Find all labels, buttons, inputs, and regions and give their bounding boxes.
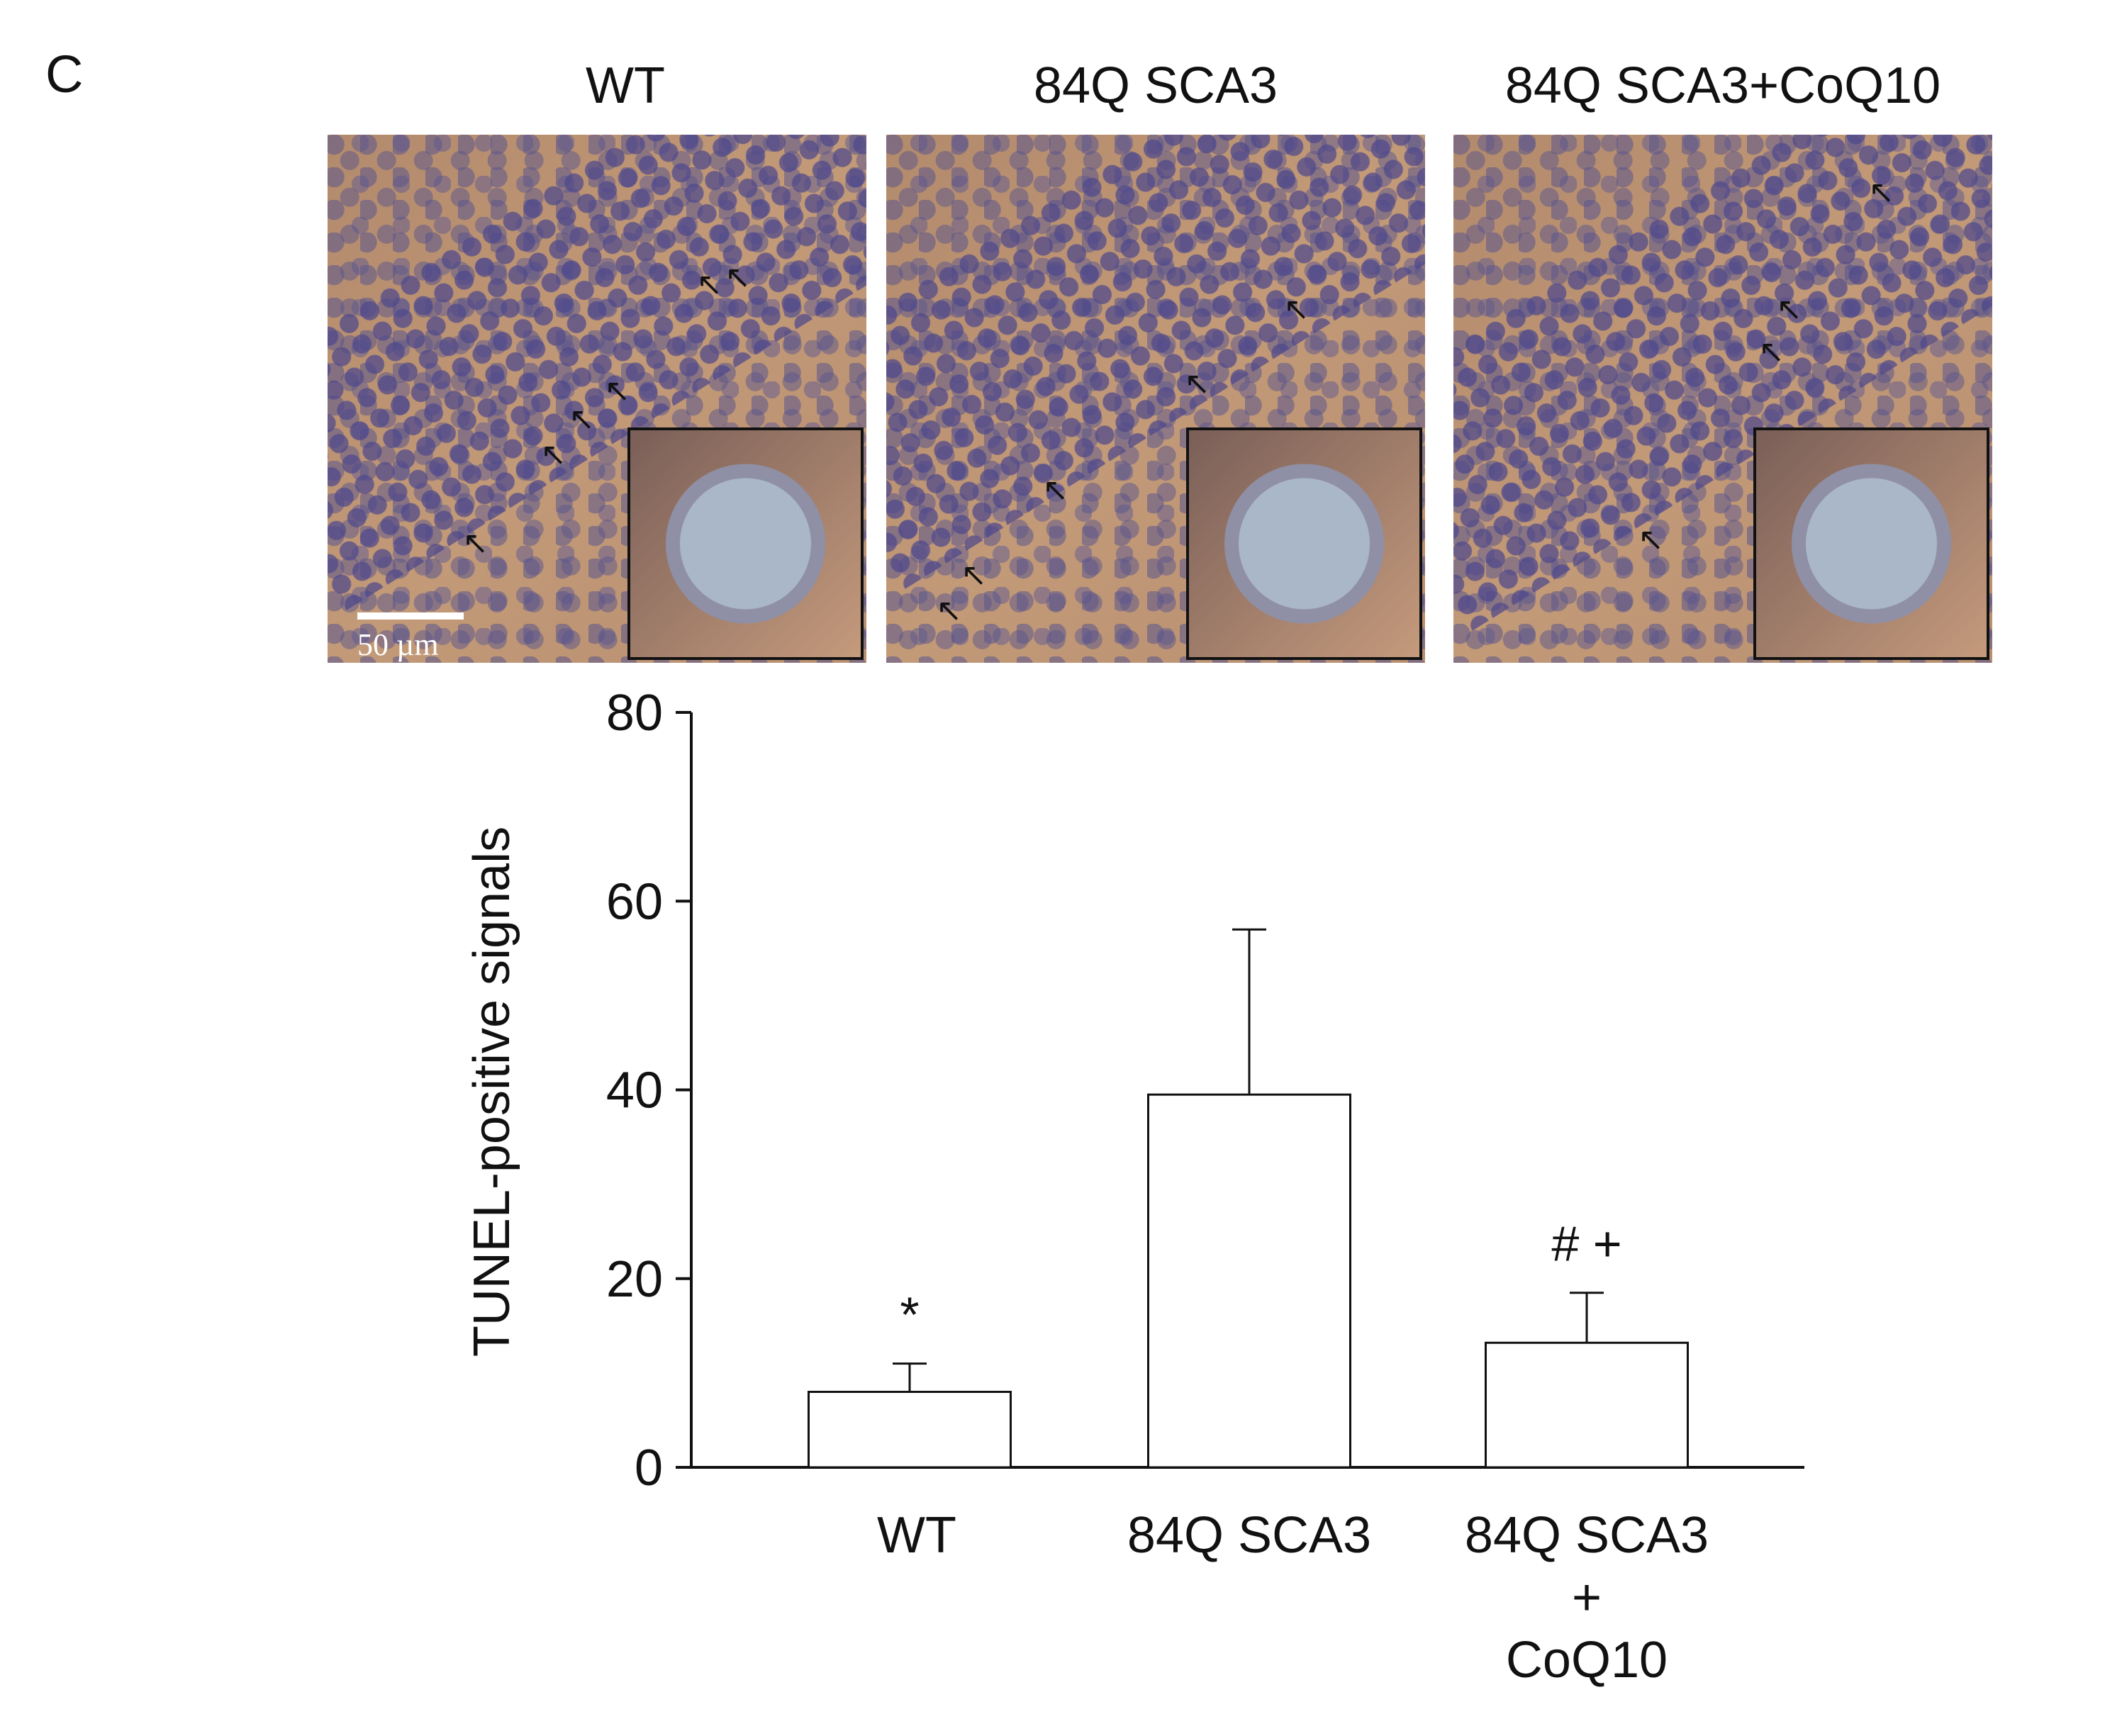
micrograph-wt: ↖ ↖ ↖ ↖ ↖ ↖ 50 µm	[328, 135, 866, 663]
arrow-marker: ↖	[569, 402, 595, 437]
y-tick-label: 80	[606, 685, 663, 741]
y-tick-label: 20	[606, 1251, 663, 1308]
y-tick-label: 40	[606, 1063, 663, 1119]
inset-zoom	[1186, 427, 1422, 660]
y-axis-label: TUNEL-positive signals	[464, 827, 520, 1357]
panel-label: C	[45, 45, 84, 103]
arrow-marker: ↖	[1184, 366, 1210, 401]
arrow-marker: ↖	[1283, 292, 1310, 327]
arrow-marker: ↖	[725, 260, 751, 295]
arrow-marker: ↖	[462, 526, 488, 561]
x-tick-label: WT	[877, 1507, 956, 1564]
x-tick-label: +	[1572, 1569, 1602, 1626]
micrograph-84q-sca3: ↖ ↖ ↖ ↖ ↖	[886, 135, 1425, 663]
arrow-marker: ↖	[604, 374, 630, 408]
significance-annotation: # +	[1551, 1216, 1621, 1272]
arrow-marker: ↖	[540, 437, 566, 472]
scale-bar-label: 50 µm	[357, 627, 439, 662]
arrow-marker: ↖	[1758, 335, 1785, 369]
x-tick-label: 84Q SCA3	[1465, 1507, 1709, 1564]
significance-annotation: *	[900, 1287, 919, 1343]
arrow-marker: ↖	[1868, 175, 1894, 210]
inset-zoom	[627, 427, 864, 660]
bar	[1147, 1093, 1351, 1469]
micrograph-title-wt: WT	[586, 57, 665, 114]
scale-bar	[357, 612, 464, 620]
x-tick-label: 84Q SCA3	[1127, 1507, 1371, 1564]
micrograph-title-84q-sca3-coq10: 84Q SCA3+CoQ10	[1504, 57, 1941, 114]
arrow-marker: ↖	[1638, 522, 1664, 557]
arrow-marker: ↖	[1042, 473, 1068, 508]
bar	[808, 1391, 1012, 1469]
arrow-marker: ↖	[936, 593, 962, 628]
arrow-marker: ↖	[1776, 292, 1802, 327]
bar	[1485, 1341, 1689, 1469]
inset-zoom	[1753, 427, 1989, 660]
micrograph-title-84q-sca3: 84Q SCA3	[1033, 57, 1278, 114]
micrograph-84q-sca3-coq10: ↖ ↖ ↖ ↖	[1453, 135, 1992, 663]
y-tick-label: 0	[635, 1440, 663, 1496]
y-tick-label: 60	[606, 873, 663, 930]
x-tick-label: CoQ10	[1506, 1632, 1668, 1689]
arrow-marker: ↖	[961, 558, 987, 593]
arrow-marker: ↖	[696, 267, 722, 302]
